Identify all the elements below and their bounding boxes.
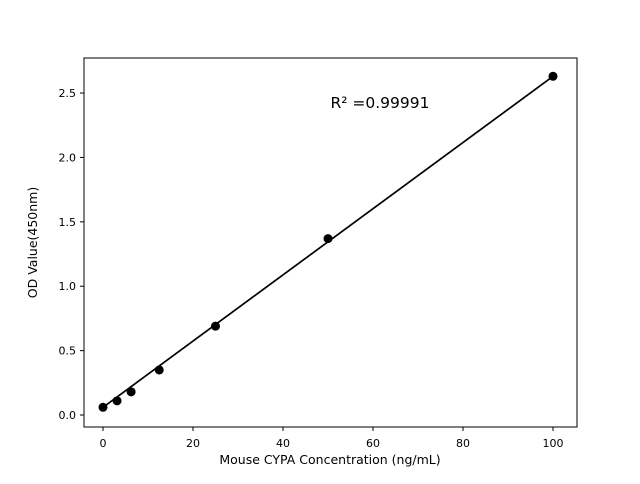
data-point <box>98 402 108 412</box>
data-series-layer <box>98 71 558 412</box>
y-tick-label: 0.5 <box>59 345 77 358</box>
data-point <box>210 321 220 331</box>
r-squared-annotation: R² =0.99991 <box>331 94 430 112</box>
data-point <box>126 387 136 397</box>
y-tick-label: 2.0 <box>59 151 77 164</box>
x-tick-label: 100 <box>543 437 564 450</box>
ticks-layer: 0 20 40 60 80 100 0.0 0.5 1.0 1.5 2.0 2.5 <box>59 87 564 450</box>
y-tick-label: 2.5 <box>59 87 77 100</box>
data-point <box>323 234 333 244</box>
y-tick-label: 1.5 <box>59 216 77 229</box>
x-axis-label: Mouse CYPA Concentration (ng/mL) <box>219 452 440 467</box>
data-point <box>112 396 122 406</box>
data-point <box>154 365 164 375</box>
data-point <box>548 71 558 81</box>
y-tick-label: 1.0 <box>59 280 77 293</box>
x-tick-label: 60 <box>366 437 380 450</box>
x-tick-label: 0 <box>99 437 106 450</box>
x-tick-label: 40 <box>276 437 290 450</box>
x-tick-label: 80 <box>456 437 470 450</box>
plot-frame <box>83 57 578 428</box>
x-tick-label: 20 <box>186 437 200 450</box>
y-tick-label: 0.0 <box>59 409 77 422</box>
y-axis-label: OD Value(450nm) <box>25 187 40 298</box>
